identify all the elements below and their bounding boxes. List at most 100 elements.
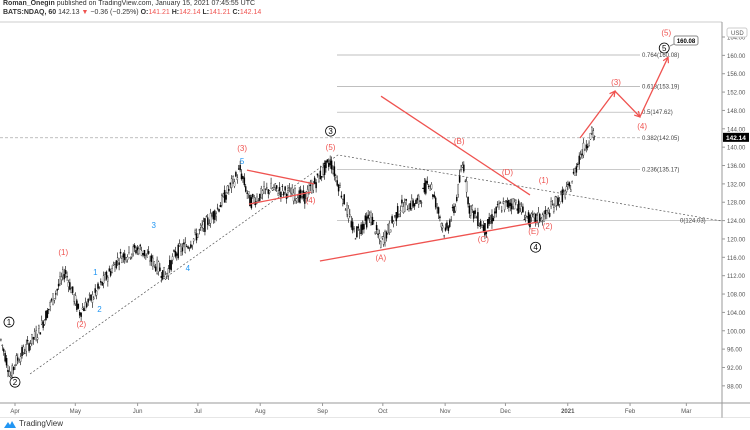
candle-body [297, 197, 299, 203]
candle-body [250, 197, 253, 209]
wave-label: (3) [237, 144, 247, 153]
candle-body [184, 242, 186, 254]
candle-body [278, 187, 281, 191]
candle-body [377, 233, 379, 235]
candle-body [107, 276, 109, 282]
candle-body [98, 286, 101, 288]
candle-body [270, 182, 272, 189]
tradingview-brand[interactable]: TradingView [4, 419, 63, 428]
wave-circle [658, 42, 670, 54]
candle-body [121, 258, 123, 263]
candle-body [239, 165, 241, 171]
candle-body [135, 250, 137, 254]
candle-body [358, 232, 361, 234]
candle-body [465, 180, 468, 193]
candle-body [277, 193, 279, 196]
candle-body [335, 175, 337, 178]
candle-body [126, 256, 129, 260]
y-tick-label: 124.00 [727, 219, 746, 225]
candle-body [128, 246, 130, 253]
candle-body [323, 162, 326, 175]
wave-label: 4 [533, 243, 538, 252]
candle-body [547, 208, 550, 213]
target-callout-label: 160.08 [677, 39, 696, 45]
candle-body [136, 247, 139, 251]
candle-body [395, 212, 398, 222]
candle-body [271, 188, 274, 191]
wave-circle [9, 376, 21, 388]
candle-body [330, 160, 333, 170]
candle-body [132, 246, 134, 254]
candle-body [228, 189, 230, 191]
candle-body [264, 188, 267, 190]
candle-body [102, 275, 105, 284]
candle-body [550, 201, 552, 207]
candle-body [582, 142, 585, 156]
candle-body [156, 259, 158, 274]
candle-body [109, 271, 112, 276]
candle-body [170, 260, 172, 271]
candle-body [174, 251, 177, 257]
candle-body [548, 212, 551, 217]
y-tick-label: 160.00 [727, 54, 746, 60]
candle-body [48, 308, 50, 311]
candle-body [230, 178, 233, 188]
candle-body [592, 130, 595, 138]
candle-body [15, 355, 18, 365]
candle-body [309, 184, 312, 187]
candle-body [339, 185, 341, 188]
candle-body [190, 244, 192, 248]
candle-body [349, 214, 351, 217]
candle-body [232, 176, 234, 180]
candle-body [561, 189, 564, 203]
candle-body [498, 203, 500, 208]
candle-body [554, 196, 557, 207]
close-value: 142.14 [239, 9, 262, 16]
candle-body [39, 332, 42, 335]
candle-body [150, 255, 153, 262]
candle-body [512, 198, 514, 207]
candle-body [17, 357, 19, 361]
candle-body [204, 218, 206, 232]
candle-body [43, 320, 46, 325]
candle-body [467, 196, 469, 205]
fib-level-label: 0.382(142.05) [642, 136, 679, 142]
candle-body [380, 241, 382, 248]
candle-body [360, 224, 362, 235]
x-tick-label: Nov [440, 409, 451, 415]
candle-body [198, 229, 201, 231]
candle-body [29, 343, 32, 347]
candle-body [382, 236, 385, 245]
candle-body [138, 248, 140, 255]
candle-body [311, 183, 313, 193]
fib-level-label: 0.764(160.08) [642, 53, 679, 59]
candle-body [281, 185, 284, 187]
candle-body [192, 238, 195, 242]
candle-body [247, 191, 250, 195]
candle-body [320, 176, 323, 178]
candle-body [11, 365, 13, 378]
candle-body [353, 228, 355, 230]
wave-label: (3) [611, 78, 621, 87]
fib-level-label: 0.5(147.62) [642, 110, 673, 116]
candle-body [171, 256, 174, 261]
candle-body [218, 208, 220, 212]
candle-body [401, 199, 403, 204]
price-chart[interactable]: 164.00160.00156.00152.00148.00144.00140.… [0, 0, 750, 418]
x-tick-label: Jul [194, 409, 202, 415]
y-tick-label: 104.00 [727, 311, 746, 317]
y-tick-label: 144.00 [727, 127, 746, 133]
candle-body [365, 216, 368, 228]
candle-body [495, 206, 497, 214]
candle-body [219, 205, 222, 208]
candle-body [157, 261, 160, 272]
author: Roman_Onegin [3, 0, 55, 7]
candle-body [129, 257, 132, 259]
candle-body [519, 204, 521, 209]
candle-body [568, 182, 571, 187]
candle-body [221, 195, 223, 206]
candle-body [544, 210, 547, 215]
candle-body [236, 177, 239, 181]
candle-body [142, 253, 144, 255]
candle-body [318, 175, 320, 183]
